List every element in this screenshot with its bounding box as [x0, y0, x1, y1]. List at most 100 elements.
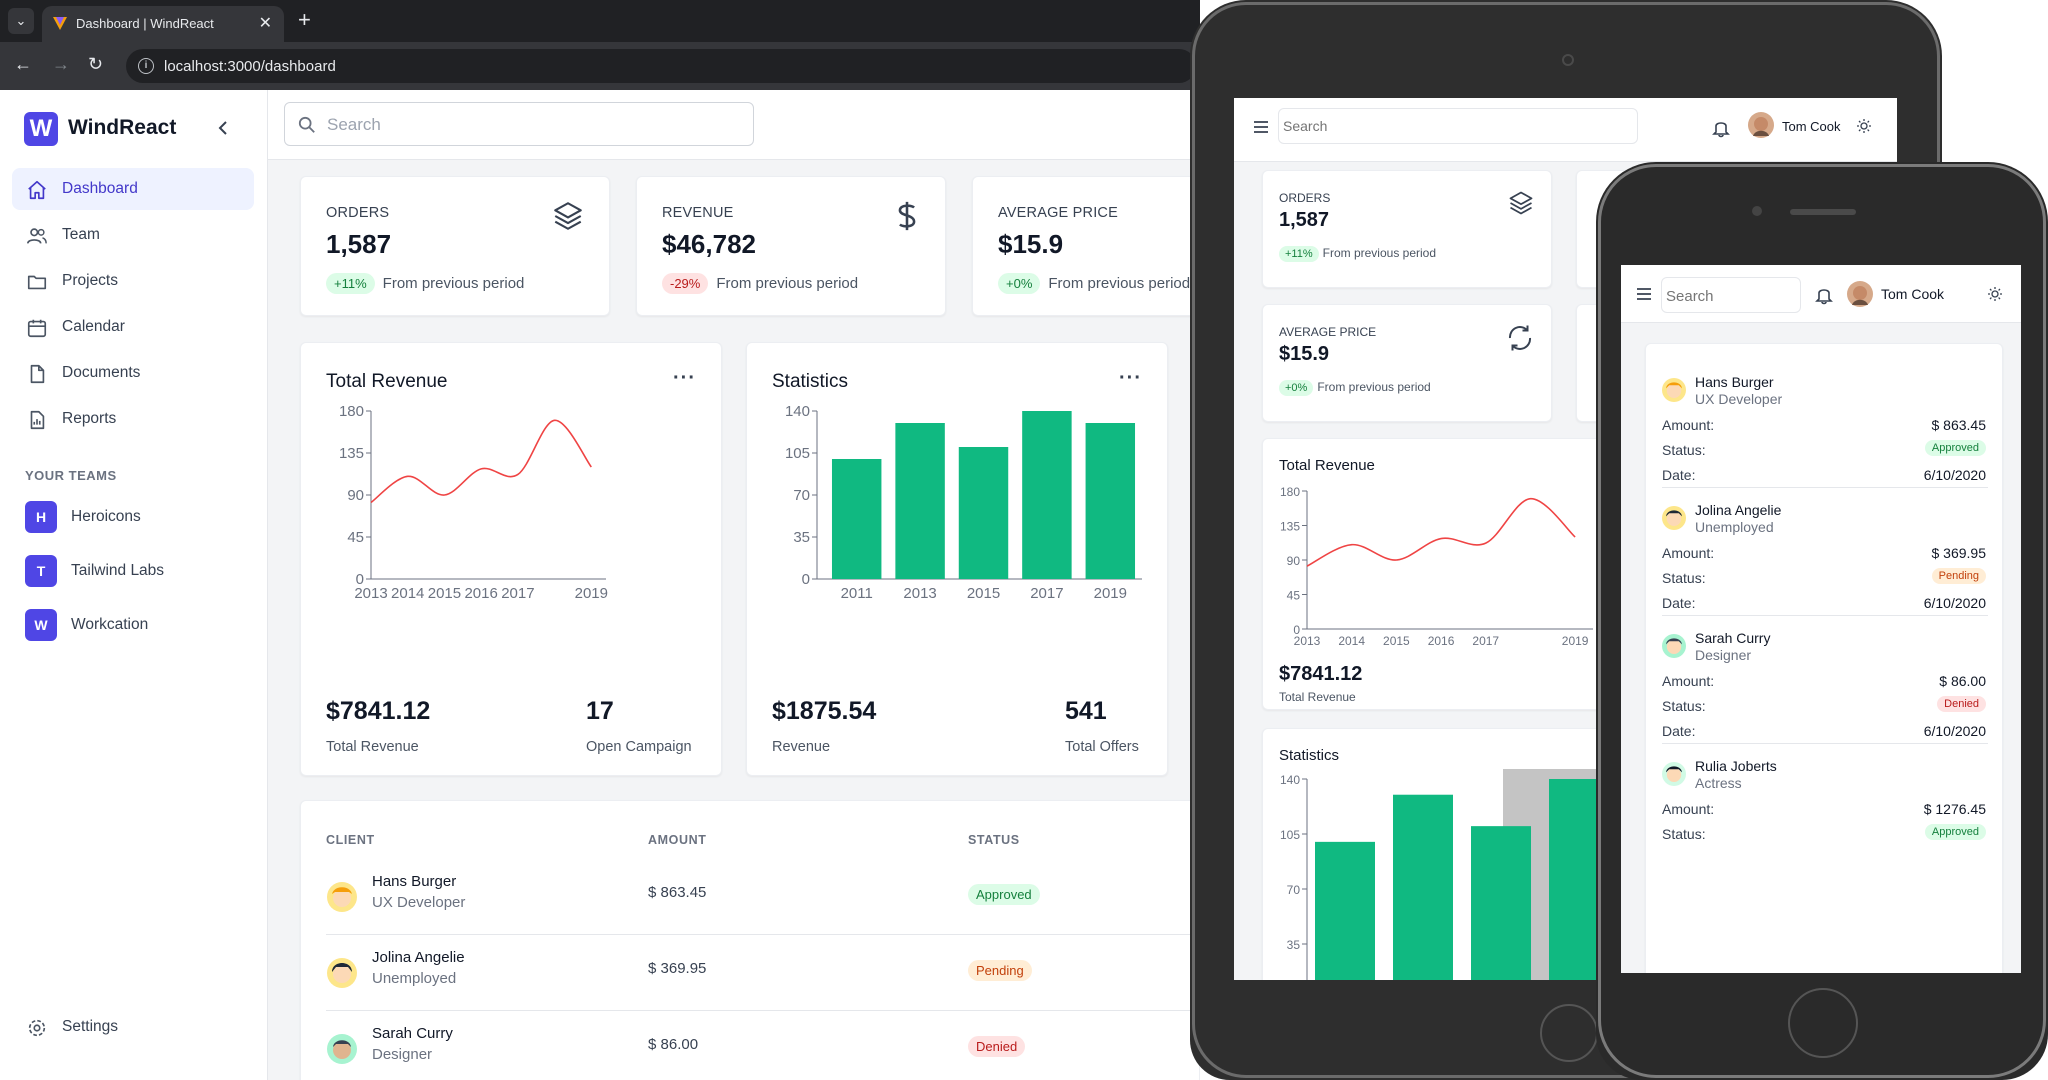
bar — [1471, 826, 1531, 980]
sidebar-item-label: Team — [62, 226, 100, 243]
sidebar-item-label: Settings — [62, 1018, 119, 1035]
user-name[interactable]: Tom Cook — [1881, 286, 1945, 302]
chart-title: Total Revenue — [326, 371, 448, 392]
tab-list-chevron-icon[interactable]: ⌄ — [8, 8, 34, 34]
hamburger-menu-icon[interactable] — [1252, 118, 1270, 136]
table-row[interactable]: Hans Burger UX Developer $ 863.45 Approv… — [326, 859, 1200, 935]
y-tick-label: 135 — [339, 445, 364, 462]
browser-toolbar: ← → ↻ i localhost:3000/dashboard — [0, 42, 1200, 90]
x-tick-label: 2013 — [903, 585, 936, 602]
phone-client-list: Hans Burger UX Developer Amount: $ 863.4… — [1645, 343, 2003, 973]
user-name[interactable]: Tom Cook — [1782, 119, 1841, 134]
table-row[interactable]: Sarah Curry Designer $ 86.00 Denied — [326, 1011, 1200, 1080]
y-tick-label: 0 — [356, 571, 364, 588]
revenue-total-label: Total Revenue — [326, 739, 419, 755]
reload-icon[interactable]: ↻ — [88, 54, 104, 74]
bell-icon[interactable] — [1815, 285, 1833, 305]
tablet-search-input[interactable] — [1283, 115, 1583, 137]
sidebar-item-documents[interactable]: Documents — [12, 352, 254, 394]
tablet-search-box[interactable] — [1278, 108, 1638, 144]
list-item[interactable]: Jolina Angelie Unemployed Amount: $ 369.… — [1662, 492, 1988, 616]
client-amount: $ 86.00 — [1939, 673, 1986, 689]
tablet-revenue-line-chart: 0 45 90 135 180 2013 2014 2015 2016 2017 2019 — [1280, 485, 1593, 648]
site-info-icon[interactable]: i — [138, 58, 154, 74]
date-label: Date: — [1662, 595, 1696, 611]
y-tick-label: 105 — [1280, 828, 1300, 842]
table-row[interactable]: Jolina Angelie Unemployed $ 369.95 Pendi… — [326, 935, 1200, 1011]
app-name: WindReact — [68, 116, 177, 139]
list-item[interactable]: Rulia Joberts Actress Amount: $ 1276.45 … — [1662, 748, 1988, 872]
team-item-heroicons[interactable]: H Heroicons — [12, 494, 254, 538]
sidebar-item-label: Calendar — [62, 318, 125, 335]
app-logo: W — [24, 112, 58, 146]
avatar[interactable] — [1748, 112, 1774, 138]
status-badge: Pending — [1931, 568, 1986, 584]
sidebar-item-team[interactable]: Team — [12, 214, 254, 256]
clients-table: CLIENT AMOUNT STATUS Hans Burger UX Deve… — [300, 800, 1200, 1080]
back-arrow-icon[interactable]: ← — [14, 54, 32, 74]
client-role: UX Developer — [372, 894, 466, 911]
y-tick-label: 70 — [1287, 883, 1301, 897]
more-options-icon[interactable]: ··· — [673, 367, 696, 389]
sidebar: W WindReact Dashboard Team Projects Cale… — [0, 90, 268, 1080]
y-tick-label: 35 — [793, 529, 810, 546]
phone-search-input[interactable] — [1666, 285, 1786, 307]
y-tick-label: 45 — [347, 529, 364, 546]
phone-search-box[interactable] — [1661, 277, 1801, 313]
bar — [831, 459, 882, 579]
x-tick-label: 2019 — [1562, 634, 1589, 648]
more-options-icon[interactable]: ··· — [1119, 367, 1142, 389]
main-content: ORDERS 1,587 +11% From previous period RE… — [268, 160, 1200, 1080]
revenue-series-line — [370, 419, 592, 504]
avatar — [1662, 378, 1686, 402]
sidebar-item-reports[interactable]: Reports — [12, 398, 254, 440]
team-item-tailwind-labs[interactable]: T Tailwind Labs — [12, 548, 254, 592]
hamburger-menu-icon[interactable] — [1635, 285, 1653, 303]
bell-icon[interactable] — [1712, 118, 1730, 138]
new-tab-button[interactable]: + — [298, 7, 311, 32]
list-item[interactable]: Hans Burger UX Developer Amount: $ 863.4… — [1662, 364, 1988, 488]
status-badge: Pending — [968, 960, 1032, 981]
chart-title: Statistics — [772, 371, 849, 392]
forward-arrow-icon[interactable]: → — [52, 54, 70, 74]
sidebar-item-projects[interactable]: Projects — [12, 260, 254, 302]
refresh-icon — [1508, 325, 1532, 351]
stat-change: +11% From previous period — [1279, 246, 1436, 262]
tab-close-icon[interactable]: ✕ — [258, 15, 272, 32]
avatar[interactable] — [1847, 281, 1873, 307]
phone-topbar: Tom Cook — [1621, 265, 2021, 323]
sun-icon[interactable] — [1856, 118, 1872, 134]
sidebar-item-calendar[interactable]: Calendar — [12, 306, 254, 348]
list-item[interactable]: Sarah Curry Designer Amount: $ 86.00 Sta… — [1662, 620, 1988, 744]
sidebar-item-settings[interactable]: Settings — [12, 1006, 254, 1048]
browser-tab[interactable]: Dashboard | WindReact ✕ — [42, 6, 284, 42]
address-bar[interactable]: i localhost:3000/dashboard — [126, 49, 1196, 83]
phone-screen: Tom Cook Hans Burger UX Developer Amount… — [1621, 265, 2021, 973]
teams-heading: YOUR TEAMS — [25, 468, 117, 483]
client-amount: $ 863.45 — [648, 884, 707, 901]
status-badge: Approved — [968, 884, 1040, 905]
y-tick-label: 140 — [785, 403, 810, 420]
statistics-bar-chart: 0 35 70 105 140 2011 2013 2015 2017 2019 — [785, 403, 1142, 602]
client-name: Hans Burger — [372, 873, 457, 890]
chevron-left-icon[interactable] — [214, 118, 234, 138]
y-tick-label: 135 — [1280, 520, 1300, 534]
sun-icon[interactable] — [1987, 286, 2003, 302]
status-badge: Approved — [1924, 440, 1986, 456]
tablet-camera — [1562, 54, 1574, 66]
bar — [1085, 423, 1136, 579]
change-caption: From previous period — [1317, 380, 1431, 394]
search-box[interactable] — [284, 102, 754, 146]
dollar-icon — [898, 201, 916, 231]
avatar — [1662, 762, 1686, 786]
team-item-workcation[interactable]: W Workcation — [12, 602, 254, 646]
client-role: Designer — [372, 1046, 433, 1063]
stat-value: $46,782 — [662, 229, 756, 259]
revenue-total-label: Total Revenue — [1279, 690, 1356, 704]
search-input[interactable] — [327, 113, 727, 137]
stack-icon — [554, 202, 582, 230]
phone-home-button — [1788, 988, 1858, 1058]
sidebar-item-dashboard[interactable]: Dashboard — [12, 168, 254, 210]
tablet-topbar: Tom Cook — [1234, 98, 1897, 162]
amount-label: Amount: — [1662, 673, 1715, 689]
